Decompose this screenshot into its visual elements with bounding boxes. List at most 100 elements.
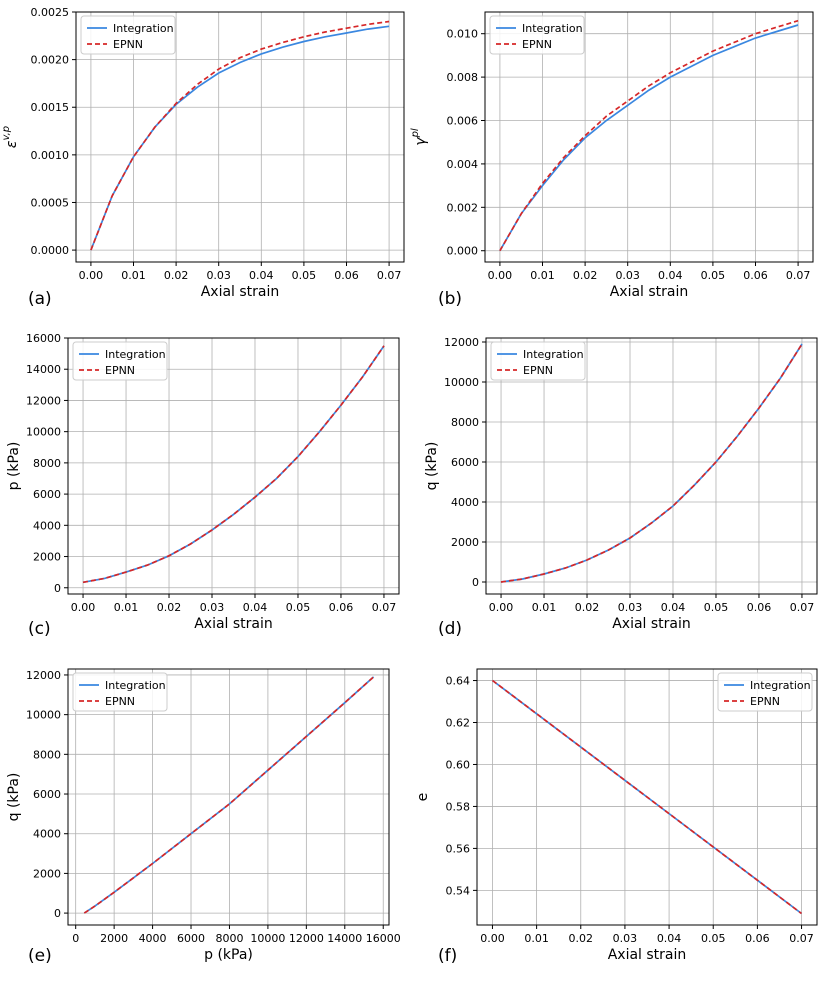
legend: Integration EPNN	[489, 15, 585, 55]
x-tick-label: 0.00	[489, 601, 514, 614]
x-tick-label: 0.06	[329, 601, 354, 614]
x-tick-label: 0.02	[575, 601, 600, 614]
x-tick-label: 0.01	[532, 601, 557, 614]
y-tick-label: 12000	[444, 336, 479, 349]
legend: Integration EPNN	[72, 341, 168, 381]
series-line-epnn	[83, 676, 375, 914]
x-tick-label: 0.07	[377, 269, 402, 282]
plot-frame	[485, 337, 818, 595]
x-tick-label: 0.04	[243, 601, 268, 614]
panel-c: 0.00 0.01 0.02 0.03 0.04 0.05 0.06 0.07 0 2000 400…	[6, 332, 400, 639]
y-tick-label: 0.60	[446, 758, 471, 771]
x-tick-label: 0.05	[701, 269, 726, 282]
y-tick-label: 0.0005	[31, 196, 70, 209]
plot-frame	[75, 11, 405, 263]
plot-frame	[484, 11, 814, 263]
y-tick-label: 12000	[26, 394, 61, 407]
x-tick-label: 0.06	[334, 269, 359, 282]
y-tick-label: 16000	[26, 332, 61, 345]
x-tick-label: 0.07	[786, 269, 811, 282]
series-line-integration	[499, 24, 799, 252]
x-tick-label: 14000	[327, 932, 362, 945]
panel-b: 0.00 0.01 0.02 0.03 0.04 0.05 0.06 0.07 0.000 0.0…	[410, 11, 814, 309]
panel-d: 0.00 0.01 0.02 0.03 0.04 0.05 0.06 0.07 0 2000 400…	[424, 336, 818, 639]
y-tick-label: 4000	[451, 496, 479, 509]
panel-label: (d)	[438, 619, 462, 639]
series-line-integration	[83, 676, 375, 914]
x-axis-label: p (kPa)	[204, 947, 253, 963]
y-axis-label: q (kPa)	[424, 442, 440, 491]
x-tick-label: 0.02	[569, 932, 594, 945]
x-tick-label: 2000	[100, 932, 128, 945]
y-axis-label: εv,p	[1, 126, 20, 148]
legend-entry: EPNN	[750, 695, 780, 708]
panel-label: (b)	[438, 289, 462, 309]
legend-entry: Integration	[113, 22, 174, 35]
y-tick-label: 0.004	[447, 158, 479, 171]
legend-entry: EPNN	[113, 38, 143, 51]
x-tick-label: 0.05	[286, 601, 311, 614]
y-axis-label: p (kPa)	[6, 442, 22, 491]
series-line-epnn	[90, 20, 390, 251]
x-tick-label: 0.01	[114, 601, 139, 614]
y-tick-label: 4000	[33, 519, 61, 532]
x-tick-label: 10000	[250, 932, 285, 945]
y-tick-label: 0.006	[447, 115, 479, 128]
panel-a: 0.00 0.01 0.02 0.03 0.04 0.05 0.06 0.07 0.0000 0.…	[1, 6, 405, 309]
y-axis-label: γpl	[410, 128, 429, 146]
y-tick-label: 0	[472, 576, 479, 589]
x-tick-label: 0.03	[206, 269, 231, 282]
x-tick-label: 0.03	[613, 932, 638, 945]
x-tick-label: 0.07	[372, 601, 397, 614]
x-tick-label: 0.00	[480, 932, 505, 945]
y-tick-label: 0.64	[446, 675, 471, 688]
y-tick-label: 8000	[33, 457, 61, 470]
legend-entry: Integration	[105, 679, 166, 692]
x-tick-label: 0.07	[789, 932, 814, 945]
y-tick-label: 2000	[33, 867, 61, 880]
legend-entry: Integration	[522, 22, 583, 35]
y-tick-label: 0.62	[446, 717, 471, 730]
x-tick-label: 6000	[177, 932, 205, 945]
y-tick-label: 14000	[26, 363, 61, 376]
y-tick-label: 8000	[33, 748, 61, 761]
panel-label: (c)	[28, 619, 51, 639]
legend: Integration EPNN	[717, 672, 813, 712]
x-tick-label: 0.02	[157, 601, 182, 614]
y-tick-label: 0.010	[447, 28, 479, 41]
x-tick-label: 0.01	[524, 932, 549, 945]
x-tick-label: 0.05	[292, 269, 317, 282]
x-tick-label: 0.00	[79, 269, 104, 282]
x-tick-label: 0.01	[530, 269, 555, 282]
x-tick-label: 0.05	[701, 932, 726, 945]
x-tick-label: 0.03	[615, 269, 640, 282]
y-tick-label: 0.008	[447, 71, 479, 84]
panel-f: 0.00 0.01 0.02 0.03 0.04 0.05 0.06 0.07 0.54 0.56…	[415, 668, 818, 966]
y-tick-label: 12000	[26, 669, 61, 682]
y-tick-label: 0.56	[446, 842, 471, 855]
legend: Integration EPNN	[490, 341, 586, 381]
x-tick-label: 0.04	[658, 269, 683, 282]
x-tick-label: 16000	[366, 932, 401, 945]
x-axis-label: Axial strain	[612, 616, 691, 632]
legend: Integration EPNN	[80, 15, 176, 55]
series-line-integration	[82, 345, 385, 584]
y-axis-label: q (kPa)	[6, 773, 22, 822]
legend-entry: EPNN	[105, 695, 135, 708]
y-tick-label: 0	[54, 907, 61, 920]
x-tick-label: 0.00	[488, 269, 513, 282]
y-tick-label: 10000	[26, 709, 61, 722]
y-tick-label: 0.58	[446, 800, 471, 813]
x-axis-label: Axial strain	[194, 616, 273, 632]
plot-frame	[67, 668, 390, 926]
y-tick-label: 0.000	[447, 245, 479, 258]
plot-frame	[67, 337, 400, 595]
x-tick-label: 8000	[215, 932, 243, 945]
x-tick-label: 0.06	[743, 269, 768, 282]
legend-entry: EPNN	[523, 364, 553, 377]
x-tick-label: 0.03	[618, 601, 643, 614]
x-tick-label: 0.03	[200, 601, 225, 614]
y-tick-label: 0.0000	[31, 244, 70, 257]
x-tick-label: 0.04	[657, 932, 682, 945]
